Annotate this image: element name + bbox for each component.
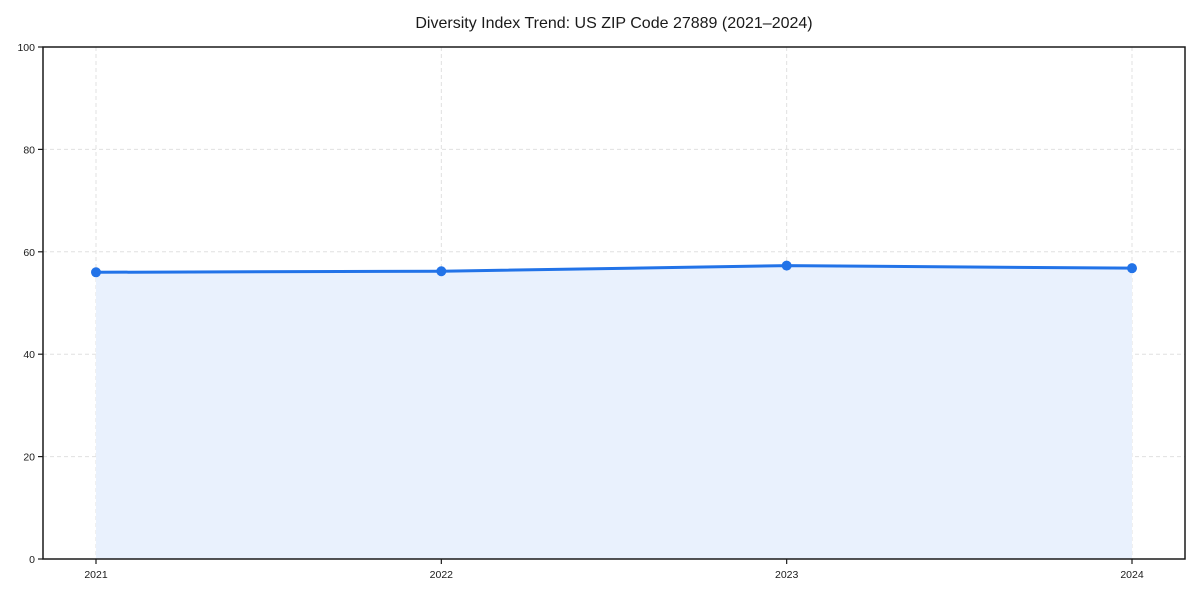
y-tick-label: 40 [23, 349, 35, 361]
y-tick-label: 0 [29, 554, 35, 566]
x-tick-label: 2022 [430, 569, 454, 581]
y-tick-label: 20 [23, 452, 35, 464]
chart-title: Diversity Index Trend: US ZIP Code 27889… [415, 15, 812, 32]
area-fill [96, 265, 1132, 559]
trend-line [94, 264, 1134, 274]
x-tick-label: 2023 [775, 569, 799, 581]
data-point-marker [436, 266, 447, 277]
y-tick-label: 100 [17, 42, 35, 54]
data-point-marker [1127, 263, 1137, 274]
y-tick-label: 80 [23, 144, 35, 156]
data-point-marker [91, 267, 101, 278]
data-point-marker [781, 260, 792, 271]
x-tick-label: 2021 [84, 569, 108, 581]
plot-border [42, 46, 1186, 560]
y-tick-label: 60 [23, 247, 35, 259]
x-tick-label: 2024 [1120, 569, 1144, 581]
